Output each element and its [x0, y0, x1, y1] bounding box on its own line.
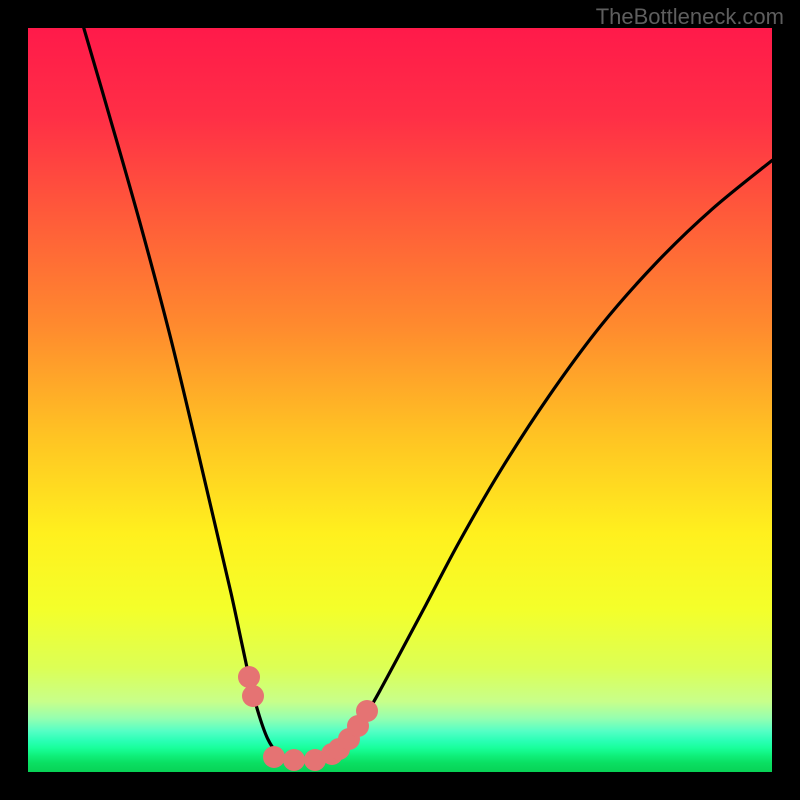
curve-marker	[242, 685, 264, 707]
outer-frame: TheBottleneck.com	[0, 0, 800, 800]
curve-marker	[356, 700, 378, 722]
curve-marker	[283, 749, 305, 771]
bottleneck-curve	[28, 28, 772, 772]
curve-marker	[238, 666, 260, 688]
plot-area	[28, 28, 772, 772]
attribution-text: TheBottleneck.com	[596, 4, 784, 30]
curve-marker	[263, 746, 285, 768]
bottleneck-curve-path	[84, 28, 772, 761]
